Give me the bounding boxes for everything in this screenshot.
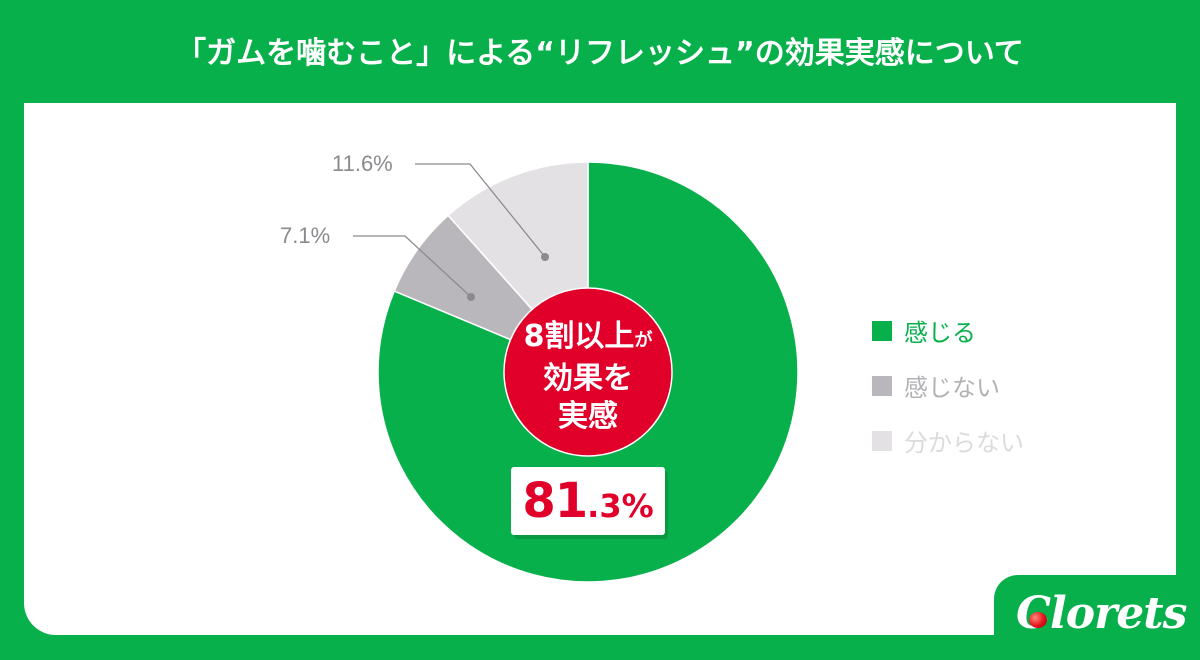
center-line1: 8割以上 bbox=[523, 319, 635, 354]
callout-line-not-feel bbox=[353, 235, 472, 298]
center-line2: 効果を bbox=[543, 361, 633, 396]
legend: 感じる 感じない 分からない bbox=[872, 303, 1024, 468]
highlight-value-box: 81.3% bbox=[511, 467, 665, 535]
callout-label-unknown: 11.6% bbox=[332, 151, 393, 176]
legend-swatch-feel bbox=[872, 320, 892, 341]
pie-slice-feel bbox=[377, 161, 799, 583]
legend-label-not-feel: 感じない bbox=[904, 374, 1000, 402]
callout-label-not-feel: 7.1% bbox=[280, 223, 331, 248]
legend-swatch-not-feel bbox=[872, 375, 892, 396]
legend-item-not-feel: 感じない bbox=[872, 358, 1024, 413]
legend-swatch-unknown bbox=[872, 430, 892, 451]
legend-label-feel: 感じる bbox=[904, 319, 976, 347]
chart-title: 「ガムを噛むこと」による“リフレッシュ”の効果実感について bbox=[176, 36, 1024, 71]
logo-red-dot-icon bbox=[1029, 612, 1047, 628]
callout-lines bbox=[353, 163, 546, 298]
center-line3: 実感 bbox=[558, 399, 618, 434]
callout-dot-not-feel bbox=[467, 293, 475, 301]
highlight-integer: 81 bbox=[522, 473, 588, 529]
legend-item-feel: 感じる bbox=[872, 303, 1024, 358]
callout-dot-unknown bbox=[541, 253, 549, 261]
logo-tab bbox=[994, 575, 1200, 660]
callout-line-unknown bbox=[415, 163, 546, 258]
highlight-decimal: .3% bbox=[587, 487, 654, 525]
clorets-logo: Clorets bbox=[1016, 588, 1187, 639]
center-red-circle bbox=[503, 287, 673, 457]
center-message: 8割以上が 効果を 実感 bbox=[506, 318, 670, 436]
legend-item-unknown: 分からない bbox=[872, 413, 1024, 468]
center-line1-small: が bbox=[634, 330, 653, 351]
legend-label-unknown: 分からない bbox=[904, 429, 1024, 457]
